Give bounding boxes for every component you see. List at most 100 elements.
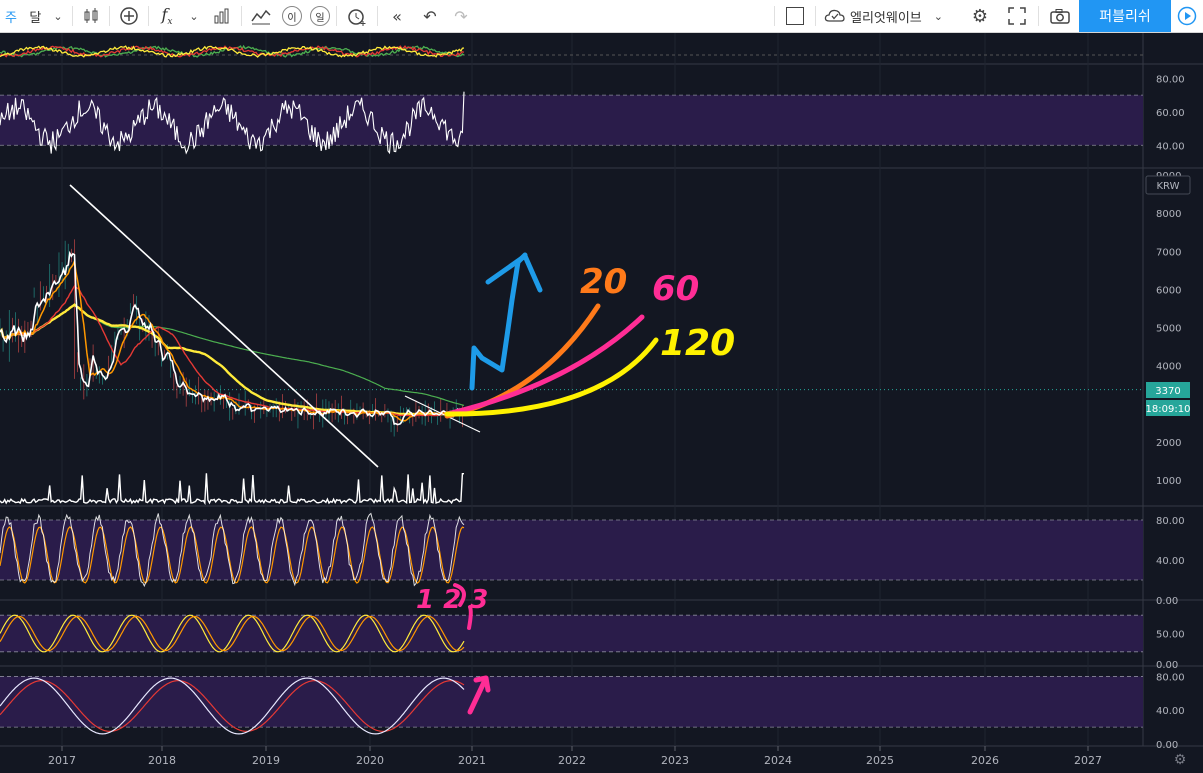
play-button[interactable] [1171,0,1203,32]
axis-tick-label: 40.00 [1156,141,1185,152]
toggle-1-label: 이 [282,6,302,26]
axis-tick-label: 40.00 [1156,706,1185,717]
bar-style-button[interactable] [75,0,107,32]
short-trendline[interactable] [404,395,481,433]
alert-button[interactable] [339,0,375,32]
price-axis[interactable]: 80.00 60.00 40.00 80.00 40.00 0.00 50.00 0.00 80… [1156,74,1185,751]
rsi-line [0,91,465,155]
square-icon [786,7,804,25]
gear-icon: ⚙ [971,5,989,27]
price-tick-label: 8000 [1156,209,1181,220]
divider [815,6,816,26]
mini-indicator-line [0,45,465,58]
divider [241,6,242,26]
undo-button[interactable]: ↶ [414,0,446,32]
fullscreen-button[interactable] [998,0,1036,32]
ma60-projection [444,314,645,417]
divider [72,6,73,26]
axis-tick-label: 80.00 [1156,516,1185,527]
pink-up-arrow [467,675,491,715]
toggle-2-label: 일 [310,6,330,26]
osc1-main-line [0,512,465,588]
axis-tick-label: 0.00 [1156,596,1178,607]
indicator-band [0,95,1143,146]
time-tick-label: 2026 [971,754,999,767]
top-toolbar: 주 달 ⌄ fx ⌄ 이 일 « ↶ ↷ 엘리엇웨이브 ⌄ ⚙ [0,0,1203,33]
financials-button[interactable] [205,0,239,32]
indicators-dropdown[interactable]: ⌄ [183,0,205,32]
axis-tick-label: 50.00 [1156,630,1185,641]
axis-tick-label: 40.00 [1156,556,1185,567]
indicators-button[interactable]: fx [151,0,183,32]
save-layout-button[interactable]: 엘리엇웨이브 ⌄ [818,0,962,32]
time-tick-label: 2021 [458,754,486,767]
blue-arrow-head [485,253,543,293]
time-tick-label: 2025 [866,754,894,767]
price-tick-label: 1000 [1156,476,1181,487]
settings-button[interactable]: ⚙ [962,0,998,32]
time-tick-label: 2022 [558,754,586,767]
osc1-signal-line [0,526,465,584]
indicator-band [0,520,1143,580]
countdown-tag [1146,400,1190,416]
pink-tick-marks [453,583,473,630]
currency-badge[interactable] [1145,175,1191,195]
ma20-projection [444,303,601,419]
compare-button[interactable] [112,0,146,32]
theme-label: 엘리엇웨이브 [850,10,922,26]
descending-trendline[interactable] [69,184,379,468]
price-tick-label: 5000 [1156,324,1181,335]
undo-icon: ↶ [423,6,437,26]
symbol-label: 주 [5,10,17,26]
publish-button[interactable]: 퍼블리쉬 [1079,0,1171,32]
symbol-button[interactable]: 주 [0,0,22,32]
chart-series [0,44,465,735]
templates-button[interactable] [244,0,278,32]
ma-green-line [0,303,465,406]
interval-dropdown[interactable]: 달 ⌄ [22,0,70,32]
time-tick-label: 2019 [252,754,280,767]
function-icon: fx [161,4,173,28]
chart-canvas[interactable]: 20 60 120 1 2 3 80.00 60.00 40.00 80.00 40.0… [0,33,1203,769]
last-price-tag [1146,382,1190,398]
add-circle-icon [120,7,138,25]
camera-icon [1050,9,1070,24]
osc2-signal-line [0,615,465,652]
axis-tick-label: 60.00 [1156,108,1185,119]
axis-settings-icon[interactable]: ⚙ [1174,752,1187,768]
candles-icon [84,8,98,23]
time-tick-label: 2027 [1074,754,1102,767]
chevron-down-icon: ⌄ [189,9,199,23]
bar-chart-icon [214,8,229,24]
chart-area[interactable]: 20 60 120 1 2 3 80.00 60.00 40.00 80.00 40.0… [0,33,1203,769]
fullscreen-icon [1008,7,1026,25]
indicator-band [0,615,1143,652]
price-tick-label: 4000 [1156,362,1181,373]
snapshot-button[interactable] [1041,0,1079,32]
axis-tick-label: 0.00 [1156,660,1178,671]
price-tick-label: 6000 [1156,285,1181,296]
time-axis[interactable]: 2017 2018 2019 2020 2021 2022 2023 2024 2025 2026… [48,746,1102,767]
handdrawn-annotations [444,252,659,715]
axis-tick-label: 80.00 [1156,672,1185,683]
indicator-toggle-1[interactable]: 이 [278,0,306,32]
layout-button[interactable] [777,0,813,32]
divider [1038,6,1039,26]
divider [377,6,378,26]
divider [148,6,149,26]
ma120-label: 120 [660,323,735,364]
osc3-main-line [0,677,465,735]
divider [109,6,110,26]
redo-button[interactable]: ↷ [446,0,476,32]
rewind-icon: « [392,6,402,26]
time-tick-label: 2024 [764,754,792,767]
volume-line [0,473,464,506]
ma-red-line [0,284,465,417]
chevron-down-icon: ⌄ [53,9,63,23]
redo-icon: ↷ [454,6,468,26]
currency-label: KRW [1157,181,1180,192]
price-tick-label: 7000 [1156,247,1181,258]
indicator-toggle-2[interactable]: 일 [306,0,334,32]
replay-button[interactable]: « [380,0,414,32]
ma60-label: 60 [652,269,699,309]
